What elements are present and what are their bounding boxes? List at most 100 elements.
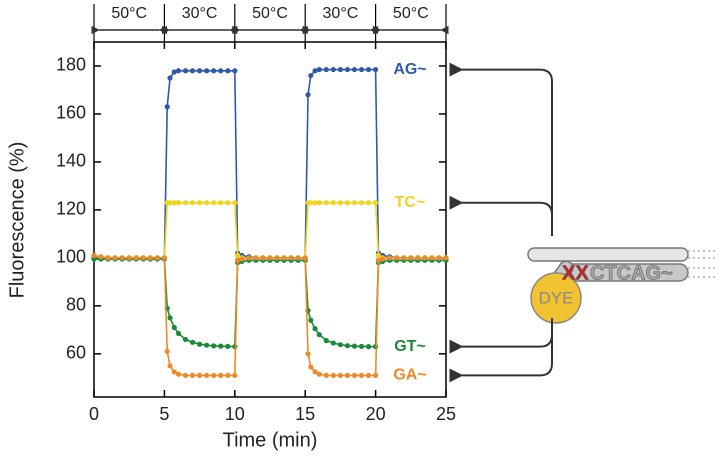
data-point	[164, 104, 170, 110]
data-point	[443, 255, 449, 261]
data-point	[182, 200, 189, 206]
data-point	[422, 255, 428, 261]
data-point	[189, 200, 196, 206]
data-point	[246, 255, 252, 261]
data-point	[330, 372, 336, 379]
data-point	[253, 255, 259, 261]
data-point	[351, 343, 358, 349]
data-point	[365, 200, 372, 206]
data-point	[305, 92, 311, 98]
data-point	[126, 255, 132, 261]
data-point	[171, 369, 177, 375]
series-line	[93, 201, 446, 259]
data-point	[167, 315, 173, 321]
data-point	[225, 200, 231, 206]
data-point	[154, 255, 160, 261]
data-point	[316, 332, 322, 338]
data-point	[358, 343, 365, 349]
data-point	[387, 255, 393, 261]
series-label: GT~	[394, 338, 426, 355]
temperature-label: 50°C	[393, 5, 429, 22]
data-point	[288, 255, 294, 261]
data-point	[267, 255, 273, 261]
temperature-label: 30°C	[323, 5, 359, 22]
data-point	[375, 257, 382, 263]
data-point	[316, 371, 322, 377]
y-tick-label: 100	[56, 247, 86, 267]
data-point	[235, 252, 241, 259]
connector-arrow	[449, 318, 553, 383]
data-point	[91, 252, 97, 259]
data-point	[308, 317, 314, 323]
data-point	[147, 255, 153, 261]
data-point	[337, 372, 343, 379]
data-point	[302, 255, 308, 261]
plot-frame	[93, 41, 447, 398]
data-point	[211, 200, 217, 206]
temperature-label: 30°C	[182, 5, 218, 22]
data-point	[175, 200, 182, 206]
data-point	[323, 338, 329, 344]
data-point	[119, 255, 125, 261]
data-point	[436, 255, 442, 261]
data-point	[239, 256, 245, 262]
data-point	[164, 348, 170, 355]
data-point	[182, 336, 189, 343]
temperature-label: 50°C	[252, 5, 288, 22]
data-point	[358, 372, 365, 379]
data-point	[167, 75, 173, 81]
data-point	[167, 363, 173, 369]
sequence-label: CTCAG~	[590, 262, 673, 284]
data-point	[323, 372, 329, 379]
data-point	[344, 343, 351, 349]
data-point	[218, 372, 224, 379]
data-point	[337, 200, 343, 206]
data-point	[232, 372, 238, 379]
connector-arrow	[449, 318, 553, 354]
data-point	[380, 256, 386, 262]
data-point	[105, 255, 111, 261]
data-point	[408, 255, 414, 261]
series-line	[93, 254, 446, 377]
data-point	[133, 255, 139, 261]
data-point	[394, 255, 400, 261]
series-label: TC~	[395, 194, 426, 211]
series-line	[94, 258, 446, 348]
data-point	[274, 255, 280, 261]
data-point	[337, 66, 343, 73]
data-point	[167, 200, 173, 206]
data-point	[232, 200, 238, 206]
data-point	[218, 343, 224, 349]
connector-arrow	[449, 62, 553, 236]
y-tick-label: 180	[56, 55, 86, 75]
data-point	[225, 372, 231, 379]
data-point	[204, 372, 210, 379]
data-point	[204, 68, 210, 74]
data-point	[312, 68, 318, 74]
data-point	[330, 200, 336, 206]
data-point	[344, 372, 351, 379]
data-point	[98, 254, 104, 260]
data-point	[140, 255, 146, 261]
data-point	[189, 68, 196, 74]
data-point	[373, 66, 379, 73]
data-point	[295, 255, 301, 261]
data-point	[351, 372, 358, 379]
data-point	[373, 372, 379, 379]
data-point	[171, 324, 177, 331]
series-label: AG~	[393, 61, 426, 78]
data-point	[312, 200, 318, 206]
data-point	[308, 200, 314, 206]
data-point	[189, 372, 196, 379]
data-point	[204, 200, 210, 206]
data-point	[197, 200, 203, 206]
data-point	[358, 66, 365, 73]
data-point	[316, 66, 322, 73]
data-point	[312, 326, 318, 332]
data-point	[375, 252, 382, 259]
data-point	[260, 255, 266, 261]
data-point	[308, 364, 314, 370]
data-point	[225, 343, 231, 349]
data-point	[281, 255, 287, 261]
